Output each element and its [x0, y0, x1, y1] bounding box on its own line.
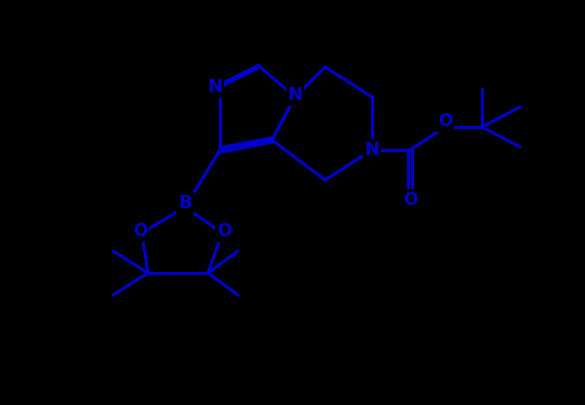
Text: N: N: [208, 78, 222, 96]
Text: N: N: [287, 86, 302, 104]
Text: O: O: [217, 222, 231, 240]
Text: O: O: [438, 112, 452, 130]
Text: O: O: [133, 222, 147, 240]
Text: B: B: [178, 194, 192, 212]
Text: N: N: [364, 141, 380, 159]
Text: O: O: [403, 191, 417, 209]
